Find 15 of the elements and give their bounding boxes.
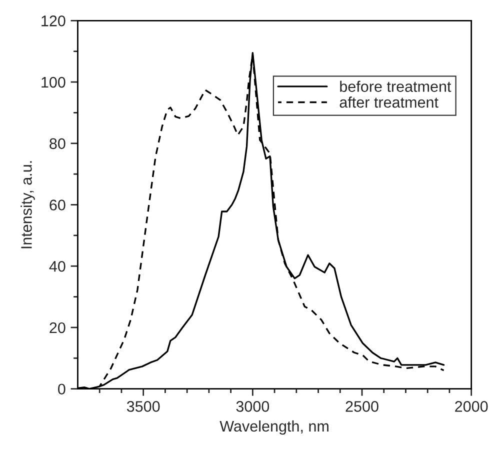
x-tick-label: 2000 (455, 401, 488, 412)
y-tick-label: 0 (58, 384, 66, 395)
x-tick-label: 2500 (346, 401, 378, 412)
y-tick-label: 120 (42, 16, 66, 26)
x-axis-title: Wavelength, nm (220, 420, 328, 435)
x-tick-label: 3000 (236, 401, 270, 412)
y-tick-label: 40 (49, 260, 66, 272)
y-tick-label: 60 (50, 200, 66, 210)
y-axis-title: Intensity, a.u. (20, 161, 35, 248)
y-tick-label: 100 (42, 76, 66, 88)
y-tick-label: 80 (50, 138, 66, 150)
legend-label: after treatment (340, 96, 438, 108)
legend-label: before treatment (340, 80, 452, 92)
x-tick-label: 3500 (126, 401, 160, 412)
y-tick-label: 20 (50, 322, 66, 334)
